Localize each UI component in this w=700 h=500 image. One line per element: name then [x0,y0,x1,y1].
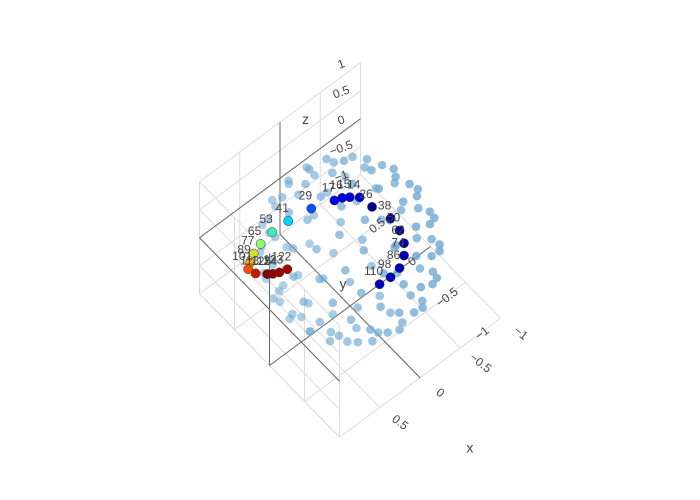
background-point [410,308,419,317]
background-point [341,266,350,275]
background-point [417,283,426,292]
background-point [269,294,278,303]
background-point [412,234,421,243]
highlighted-point[interactable] [256,239,265,248]
background-point [354,338,363,347]
background-point [363,155,372,164]
x-tick-label: −1 [511,323,531,343]
background-point [315,275,324,284]
point-label: 53 [259,212,273,226]
background-point [418,303,427,312]
background-point [367,166,376,175]
background-point [301,180,310,189]
z-tick-label: 1 [336,56,347,72]
background-point [337,202,346,211]
background-point [389,164,398,173]
background-point [322,155,331,164]
background-point [399,197,408,206]
highlighted-point[interactable] [395,263,404,272]
background-point [346,278,355,287]
background-point [305,239,314,248]
x-tick-label: 0 [434,385,448,400]
highlighted-point[interactable] [268,227,277,236]
background-point [303,215,312,224]
background-point [316,318,325,327]
background-point [374,328,383,337]
background-point [275,287,284,296]
background-point [368,337,377,346]
x-tick-label: −0.5 [467,350,495,376]
background-point [359,246,368,255]
background-point [399,280,408,289]
background-point [335,331,344,340]
background-point [391,173,400,182]
background-point [288,310,297,319]
background-point [327,328,336,337]
background-point [347,315,356,324]
x-tick-label: 0.5 [389,412,411,434]
background-point [386,308,395,317]
background-point [329,298,338,307]
point-label: 41 [276,201,290,215]
background-point [340,156,349,165]
highlighted-point[interactable] [386,273,395,282]
point-label: 29 [299,189,313,203]
background-point [352,324,361,333]
x-axis-title: x [466,440,473,456]
background-point [329,310,338,319]
highlighted-point[interactable] [283,265,292,274]
background-point [412,222,421,231]
highlighted-point[interactable] [251,269,260,278]
background-point [426,220,435,229]
background-point [306,327,315,336]
background-point [284,176,293,185]
z-tick-label: 0 [336,112,347,128]
background-point [366,325,375,334]
point-label: 17 [322,180,336,194]
background-point [435,247,444,256]
background-point [405,180,414,189]
background-point [348,153,357,162]
background-point [353,303,362,312]
background-point [329,249,338,258]
point-label: 122 [271,249,291,263]
background-point [413,192,422,201]
background-point [395,325,404,334]
background-point [376,302,385,311]
background-point [427,235,436,244]
background-point [395,308,404,317]
background-point [357,289,366,298]
y-tick-label: −0.5 [433,284,461,310]
point-label: 110 [364,264,383,278]
highlighted-point[interactable] [367,202,376,211]
highlighted-point[interactable] [330,196,339,205]
background-point [428,280,437,289]
z-tick-label: 0.5 [331,82,352,101]
background-point [414,204,423,213]
point-label: 26 [359,187,373,201]
y-axis-title: y [340,276,347,292]
background-point [427,252,436,261]
background-point [383,328,392,337]
background-point [305,165,314,174]
background-point [297,313,306,322]
background-point [375,184,384,193]
background-point [336,218,345,227]
z-axis-title: z [302,111,309,127]
background-point [312,245,321,254]
background-point [358,235,367,244]
highlighted-point[interactable] [284,217,293,226]
background-point [335,231,344,240]
background-point [406,291,415,300]
background-point [299,298,308,307]
background-point [378,161,387,170]
background-point [289,272,298,281]
background-point [375,292,384,301]
background-point [343,337,352,346]
highlighted-point[interactable] [307,204,316,213]
highlighted-point[interactable] [375,280,384,289]
background-point [326,337,335,346]
